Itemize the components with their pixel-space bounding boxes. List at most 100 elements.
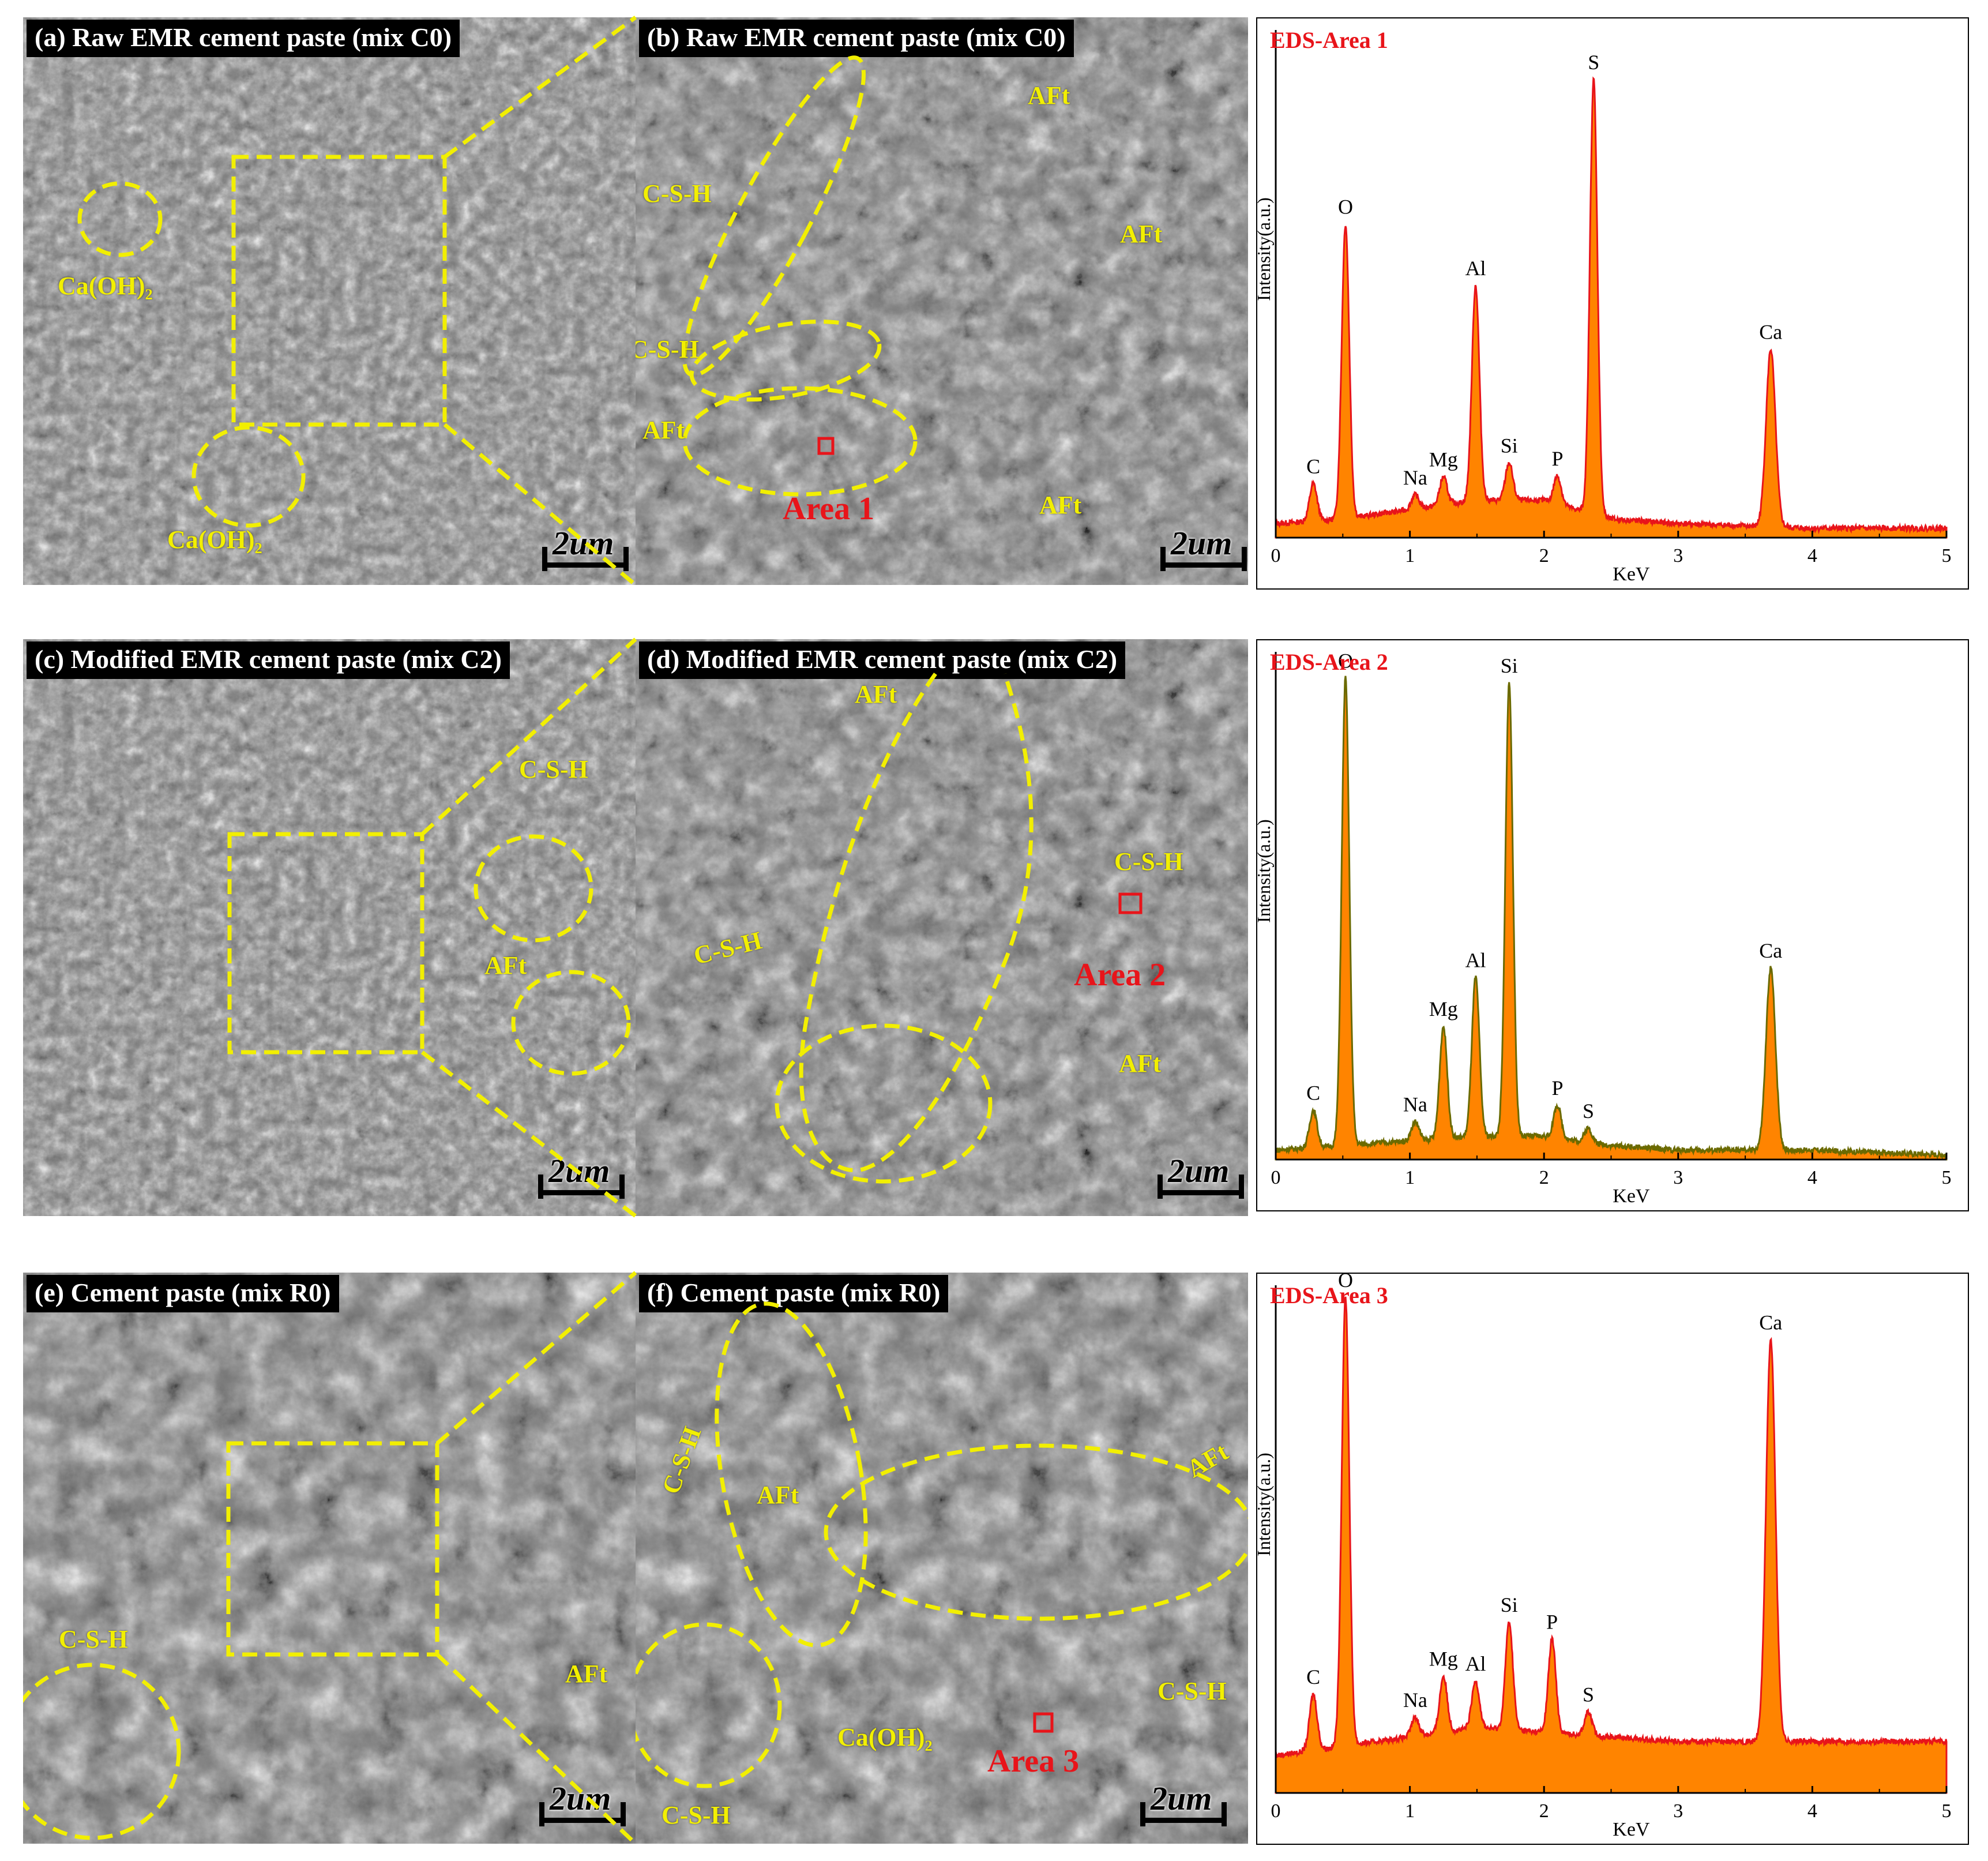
scale-label: 2um xyxy=(1171,524,1232,562)
spectrum-area xyxy=(1275,1296,1948,1794)
x-tick-label: 1 xyxy=(1405,1167,1415,1188)
eds-chart-3: 0 1 2 3 4 5 KeV Intensity(a.u.) C O Na Mg Al Si P S Ca E… xyxy=(1256,1273,1969,1845)
x-tick-label: 0 xyxy=(1271,1800,1281,1822)
scale-label: 2um xyxy=(1168,1152,1230,1190)
scale-label: 2um xyxy=(1151,1780,1212,1817)
peak-label-si: Si xyxy=(1501,1593,1518,1616)
peak-label-p: P xyxy=(1551,447,1563,470)
annotation-overlay xyxy=(227,832,631,1076)
sem-image-c: (c) Modified EMR cement paste (mix C2) C… xyxy=(23,639,636,1216)
sem-image-e: (e) Cement paste (mix R0) C-S-H AFt 2um xyxy=(23,1273,636,1844)
x-tick-label: 5 xyxy=(1942,1167,1952,1188)
scale-label: 2um xyxy=(553,524,614,562)
peak-label-ca: Ca xyxy=(1759,320,1782,343)
annotation-overlay xyxy=(77,155,447,528)
spectrum-area xyxy=(1275,76,1948,539)
peak-label-si: Si xyxy=(1501,654,1518,677)
label-csh-1: C-S-H xyxy=(1114,847,1183,876)
label-aft-1: AFt xyxy=(757,1481,799,1509)
scale-bar: 2um xyxy=(542,524,629,571)
peak-label-o: O xyxy=(1338,196,1353,219)
scale-bar: 2um xyxy=(538,1152,625,1199)
peak-label-o: O xyxy=(1338,1274,1353,1292)
eds-chart-1: 0 1 2 3 4 5 KeV Intensity(a.u.) C O Na Mg Al Si P S Ca E… xyxy=(1256,17,1969,590)
peak-label-na: Na xyxy=(1403,1689,1427,1712)
sem-texture xyxy=(636,17,1248,585)
label-caoh2-1: Ca(OH)₂ xyxy=(58,272,153,300)
x-tick-label: 5 xyxy=(1942,545,1952,566)
label-csh: C-S-H xyxy=(519,755,588,783)
annotation-overlay xyxy=(636,1301,1248,1788)
peak-label-s: S xyxy=(1583,1100,1594,1123)
label-csh: C-S-H xyxy=(59,1625,128,1653)
peak-label-mg: Mg xyxy=(1429,1648,1458,1671)
scale-bar: 2um xyxy=(539,1780,626,1826)
x-tick-label: 4 xyxy=(1807,1800,1817,1822)
peak-label-al: Al xyxy=(1465,948,1486,971)
annotation-overlay xyxy=(775,672,1143,1184)
label-aft-4: AFt xyxy=(1039,491,1082,519)
peak-label-s: S xyxy=(1583,1683,1594,1706)
peak-label-c: C xyxy=(1306,1081,1320,1104)
panel-f-title: (f) Cement paste (mix R0) xyxy=(639,1275,949,1312)
panel-b-title: (b) Raw EMR cement paste (mix C0) xyxy=(639,20,1074,57)
area-2-label: Area 2 xyxy=(1074,957,1166,993)
scale-bar: 2um xyxy=(1160,524,1247,571)
peak-label-c: C xyxy=(1306,455,1320,478)
y-axis-label: Intensity(a.u.) xyxy=(1257,1453,1274,1556)
label-aft-2: AFt xyxy=(1120,220,1163,248)
peak-label-na: Na xyxy=(1403,466,1427,489)
eds-title: EDS-Area 2 xyxy=(1270,649,1388,675)
label-aft: AFt xyxy=(565,1660,608,1688)
peak-label-si: Si xyxy=(1501,434,1518,457)
peak-label-ca: Ca xyxy=(1759,939,1782,962)
peak-label-mg: Mg xyxy=(1429,997,1458,1020)
panel-a-title: (a) Raw EMR cement paste (mix C0) xyxy=(27,20,460,57)
eds-title: EDS-Area 1 xyxy=(1270,27,1388,53)
label-caoh2: Ca(OH)₂ xyxy=(837,1723,933,1751)
panel-e-title: (e) Cement paste (mix R0) xyxy=(27,1275,339,1312)
panel-d-title: (d) Modified EMR cement paste (mix C2) xyxy=(639,641,1126,679)
peak-label-na: Na xyxy=(1403,1093,1427,1116)
x-tick-label: 0 xyxy=(1271,1167,1281,1188)
y-axis-label: Intensity(a.u.) xyxy=(1257,819,1274,923)
scale-label: 2um xyxy=(550,1780,611,1817)
x-tick-label: 2 xyxy=(1539,545,1549,566)
sem-image-f: (f) Cement paste (mix R0) C-S-H AFt AFt … xyxy=(636,1273,1248,1844)
area-1-label: Area 1 xyxy=(783,491,875,527)
label-aft-3: AFt xyxy=(642,416,685,444)
label-aft-2: AFt xyxy=(1119,1049,1162,1078)
peak-label-s: S xyxy=(1588,51,1599,74)
sem-texture xyxy=(636,1273,1248,1844)
x-axis-label: KeV xyxy=(1613,564,1650,585)
sem-image-a: (a) Raw EMR cement paste (mix C0) Ca(OH)… xyxy=(23,17,636,585)
sem-image-d: (d) Modified EMR cement paste (mix C2) A… xyxy=(636,639,1248,1216)
x-tick-label: 5 xyxy=(1942,1800,1952,1822)
peak-label-o: O xyxy=(1338,649,1353,672)
peak-label-p: P xyxy=(1546,1611,1558,1634)
x-tick-label: 4 xyxy=(1807,545,1817,566)
area-3-label: Area 3 xyxy=(987,1743,1080,1779)
x-axis-label: KeV xyxy=(1613,1819,1650,1840)
x-axis-label: KeV xyxy=(1613,1185,1650,1207)
label-csh-3: C-S-H xyxy=(662,1801,731,1829)
peak-label-mg: Mg xyxy=(1429,448,1458,471)
annotation-overlay xyxy=(682,55,918,497)
peak-label-ca: Ca xyxy=(1759,1311,1782,1334)
label-csh-2: C-S-H xyxy=(1158,1677,1227,1705)
y-axis-label: Intensity(a.u.) xyxy=(1257,197,1274,301)
label-aft-1: AFt xyxy=(855,680,897,708)
eds-chart-2: 0 1 2 3 4 5 KeV Intensity(a.u.) C O Na Mg Al Si P S Ca E… xyxy=(1256,639,1969,1211)
label-caoh2-2: Ca(OH)₂ xyxy=(167,526,262,554)
peak-label-p: P xyxy=(1551,1076,1563,1100)
scale-label: 2um xyxy=(548,1152,610,1190)
x-tick-label: 1 xyxy=(1405,1800,1415,1822)
scale-bar: 2um xyxy=(1140,1780,1227,1826)
label-aft: AFt xyxy=(484,951,527,980)
x-tick-label: 3 xyxy=(1673,545,1683,566)
label-aft-1: AFt xyxy=(1028,81,1070,110)
peak-label-al: Al xyxy=(1465,1652,1486,1675)
